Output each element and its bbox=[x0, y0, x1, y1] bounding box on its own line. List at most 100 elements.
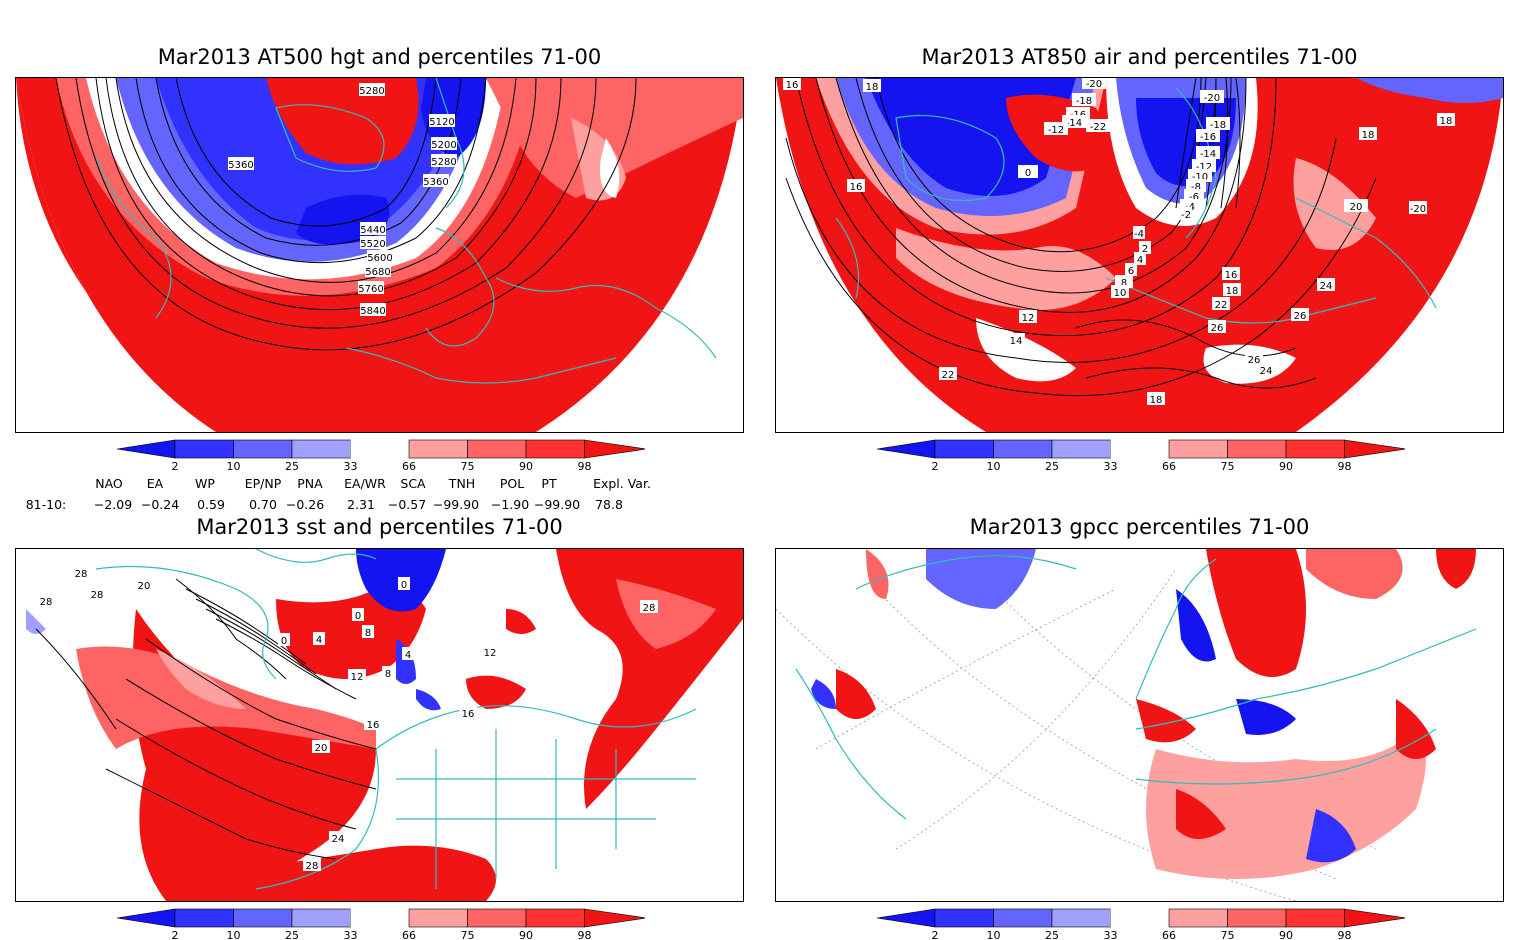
contour-label: 26 bbox=[1211, 323, 1224, 334]
colorbar-tick-label: 25 bbox=[1045, 460, 1059, 473]
index-row-label: 81-10: bbox=[25, 497, 67, 512]
contour-label: 16 bbox=[786, 80, 799, 91]
colorbar-tick-label: 33 bbox=[344, 460, 358, 473]
contour-label: -2 bbox=[1181, 210, 1191, 221]
colorbar-tick-label: 75 bbox=[461, 929, 475, 940]
colorbar-swatch bbox=[1110, 909, 1169, 927]
contour-label: 20 bbox=[138, 581, 151, 592]
index-header: EP/NP bbox=[244, 476, 282, 491]
colorbar-swatch bbox=[291, 908, 351, 928]
index-header: PNA bbox=[297, 476, 323, 491]
contour-label: 5280 bbox=[431, 157, 456, 168]
index-value: 2.31 bbox=[347, 497, 375, 512]
index-value: −0.24 bbox=[140, 497, 180, 512]
colorbar-swatch bbox=[1227, 908, 1287, 928]
contour-label: 26 bbox=[1248, 355, 1261, 366]
index-header: TNH bbox=[448, 476, 476, 491]
contour-label: 4 bbox=[316, 635, 322, 646]
index-value: 0.59 bbox=[197, 497, 225, 512]
contour-label: 0 bbox=[1025, 168, 1031, 179]
panel-title-gpcc: Mar2013 gpcc percentiles 71-00 bbox=[969, 515, 1310, 539]
contour-label: 5600 bbox=[367, 253, 392, 264]
colorbar-swatch bbox=[525, 908, 585, 928]
contour-labels-air: 16 18 -20 -18 -16 -14 -12 -22 -20 -18 -1… bbox=[783, 78, 1455, 406]
colorbar-swatches bbox=[116, 908, 645, 928]
colorbar-swatches bbox=[876, 908, 1405, 928]
colorbar-tick-label: 75 bbox=[1221, 460, 1235, 473]
map-gpcc bbox=[776, 549, 1477, 901]
colorbar-swatch bbox=[1110, 440, 1169, 458]
index-header: Expl. Var. bbox=[593, 476, 651, 491]
contour-label: 0 bbox=[281, 636, 287, 647]
colorbar-arrow-low bbox=[876, 908, 936, 928]
contour-label: 4 bbox=[1137, 255, 1143, 266]
contour-label: 12 bbox=[1022, 313, 1035, 324]
index-header: EA/WR bbox=[344, 476, 386, 491]
colorbar-swatch bbox=[233, 439, 293, 459]
colorbar-tick-label: 2 bbox=[172, 460, 179, 473]
index-value: −99.90 bbox=[533, 497, 581, 512]
colorbar-tick-label: 66 bbox=[1162, 460, 1176, 473]
contour-label: 12 bbox=[351, 672, 364, 683]
colorbar-swatch bbox=[525, 439, 585, 459]
contour-label: 16 bbox=[1225, 270, 1238, 281]
contour-label: 16 bbox=[850, 182, 863, 193]
colorbar-tick-label: 10 bbox=[987, 929, 1001, 940]
coastlines bbox=[95, 78, 717, 384]
colorbar-tick-label: 66 bbox=[402, 929, 416, 940]
index-header: WP bbox=[195, 476, 215, 491]
colorbar-arrow-high bbox=[584, 439, 645, 459]
colorbar-swatch bbox=[934, 908, 994, 928]
colorbar-swatch bbox=[934, 439, 994, 459]
contour-label: 24 bbox=[1320, 281, 1333, 292]
contour-label: 28 bbox=[643, 603, 656, 614]
contour-label: 28 bbox=[75, 569, 88, 580]
contour-label: 0 bbox=[355, 611, 361, 622]
colorbar-tick-label: 75 bbox=[1221, 929, 1235, 940]
contour-label: 20 bbox=[315, 743, 328, 754]
colorbar-swatch bbox=[233, 908, 293, 928]
colorbar-swatch bbox=[1051, 439, 1111, 459]
colorbar-tick-label: 25 bbox=[1045, 929, 1059, 940]
contour-label: 5120 bbox=[429, 117, 454, 128]
coastlines bbox=[835, 87, 1437, 324]
contour-labels-sst: 28 28 28 20 0 0 0 4 8 12 16 20 24 28 4 8… bbox=[37, 566, 658, 872]
colorbar-tick-label: 25 bbox=[285, 460, 299, 473]
colorbar-tick-label: 2 bbox=[932, 929, 939, 940]
colorbar-tick-label: 66 bbox=[402, 460, 416, 473]
index-header: NAO bbox=[95, 476, 123, 491]
contour-label: -22 bbox=[1090, 122, 1106, 133]
contour-label: -20 bbox=[1204, 93, 1220, 104]
colorbar-tick-label: 2 bbox=[172, 929, 179, 940]
colorbar-arrow-high bbox=[584, 908, 645, 928]
colorbar-tick-label: 2 bbox=[932, 460, 939, 473]
colorbar-tick-label: 75 bbox=[461, 460, 475, 473]
map-panel-gpcc bbox=[775, 548, 1504, 902]
map-sst: 28 28 28 20 0 0 0 4 8 12 16 20 24 28 4 8… bbox=[26, 549, 743, 901]
colorbar-swatch bbox=[1227, 439, 1287, 459]
contour-label: -8 bbox=[1191, 182, 1201, 193]
contour-label: -14 bbox=[1200, 149, 1216, 160]
colorbar-swatch bbox=[467, 908, 527, 928]
panel-title-sst: Mar2013 sst and percentiles 71-00 bbox=[196, 515, 563, 539]
contour-label: 28 bbox=[306, 861, 319, 872]
contour-label: 16 bbox=[367, 720, 380, 731]
contour-label: 5360 bbox=[228, 160, 253, 171]
contour-label: 5360 bbox=[423, 177, 448, 188]
contour-label: 8 bbox=[1121, 278, 1127, 289]
contour-label: -10 bbox=[1192, 172, 1208, 183]
colorbar-swatch bbox=[350, 909, 409, 927]
sst-contours bbox=[35, 578, 377, 860]
index-header: PT bbox=[541, 476, 557, 491]
colorbar-tick-label: 66 bbox=[1162, 929, 1176, 940]
colorbar-arrow-low bbox=[116, 439, 176, 459]
colorbar-top-left: 2 10 25 33 66 75 90 98 bbox=[116, 439, 645, 473]
colorbar-arrow-low bbox=[876, 439, 936, 459]
contour-label: 18 bbox=[1362, 130, 1375, 141]
colorbar-swatch bbox=[1285, 908, 1345, 928]
colorbar-tick-label: 90 bbox=[1279, 929, 1293, 940]
contour-label: 28 bbox=[91, 590, 104, 601]
colorbar-arrow-low bbox=[116, 908, 176, 928]
contour-label: -20 bbox=[1410, 204, 1426, 215]
contour-label: 28 bbox=[40, 597, 53, 608]
